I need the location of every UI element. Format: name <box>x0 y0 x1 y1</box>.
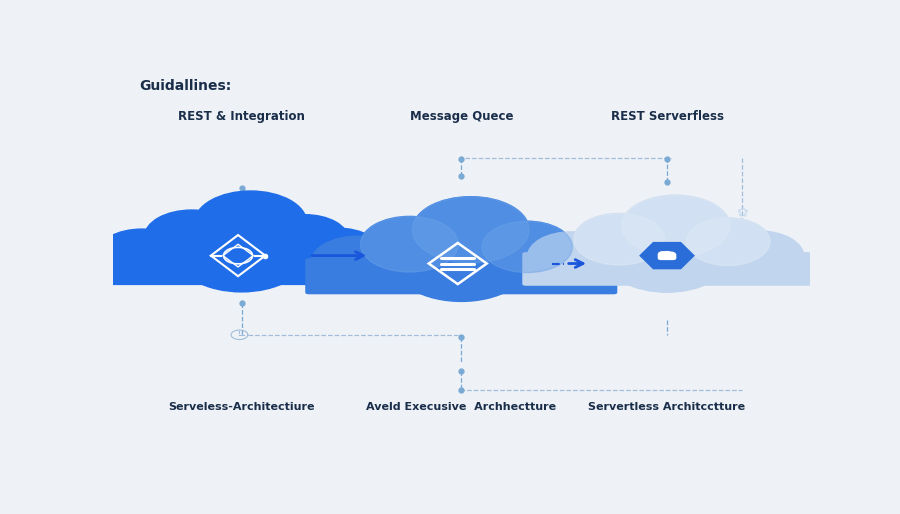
Circle shape <box>511 235 609 291</box>
Text: Guidallines:: Guidallines: <box>139 80 231 94</box>
Circle shape <box>573 213 664 265</box>
Text: Message Quece: Message Quece <box>410 110 513 123</box>
Circle shape <box>176 218 307 292</box>
Circle shape <box>527 232 615 281</box>
Circle shape <box>96 229 187 281</box>
FancyBboxPatch shape <box>305 258 617 295</box>
Circle shape <box>622 195 730 256</box>
Text: REST & Integration: REST & Integration <box>178 110 305 123</box>
Circle shape <box>604 221 730 292</box>
Circle shape <box>361 216 458 272</box>
Text: Aveld Execusive  Archhectture: Aveld Execusive Archhectture <box>366 402 556 412</box>
Circle shape <box>662 251 673 258</box>
Circle shape <box>686 218 769 266</box>
Circle shape <box>310 236 405 290</box>
Text: REST Serverfless: REST Serverfless <box>610 110 724 123</box>
FancyBboxPatch shape <box>658 253 676 260</box>
Text: Servertless Architcctture: Servertless Architcctture <box>589 402 745 412</box>
Circle shape <box>412 197 529 263</box>
Circle shape <box>686 218 769 266</box>
Circle shape <box>361 216 458 272</box>
Circle shape <box>482 221 572 272</box>
Circle shape <box>668 252 675 256</box>
Text: Serveless-Architectiure: Serveless-Architectiure <box>168 402 315 412</box>
Circle shape <box>262 215 348 264</box>
Circle shape <box>713 231 804 282</box>
Circle shape <box>482 221 572 272</box>
Text: ✿: ✿ <box>736 205 748 219</box>
Circle shape <box>412 197 529 263</box>
Circle shape <box>145 210 238 264</box>
Circle shape <box>194 191 307 255</box>
Circle shape <box>290 228 384 282</box>
FancyBboxPatch shape <box>522 252 812 286</box>
FancyBboxPatch shape <box>91 250 392 285</box>
Circle shape <box>573 213 664 265</box>
Circle shape <box>393 225 529 301</box>
Polygon shape <box>639 242 695 269</box>
Circle shape <box>659 252 667 256</box>
Circle shape <box>622 195 730 256</box>
